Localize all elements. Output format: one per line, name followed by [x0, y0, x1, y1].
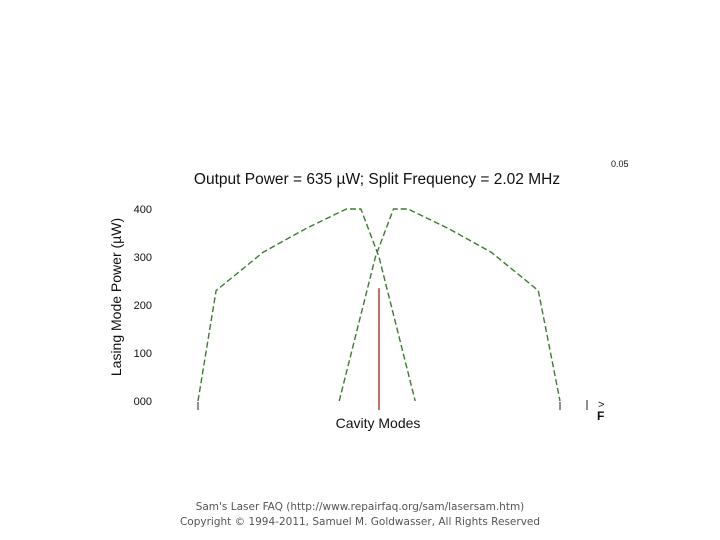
y-tick-label: 300: [134, 252, 152, 264]
y-tick-label: 100: [134, 348, 152, 360]
y-tick-label: 000: [134, 396, 152, 408]
series-line-1: [197, 208, 416, 402]
footer-copyright: Copyright © 1994-2011, Samuel M. Goldwas…: [179, 516, 541, 528]
corner-label: 0.05: [611, 159, 629, 169]
y-axis-label: Lasing Mode Power (µW): [108, 218, 124, 376]
y-tick-labels: 000 100 200 300 400: [134, 204, 152, 408]
right-indicator-arrow: >: [598, 399, 604, 411]
series-layer: [197, 208, 561, 402]
x-axis-label: Cavity Modes: [336, 415, 421, 431]
y-tick-label: 400: [134, 204, 152, 216]
y-tick-label: 200: [134, 300, 152, 312]
right-indicator-label: F: [597, 409, 604, 423]
footer-source: Sam's Laser FAQ (http://www.repairfaq.or…: [195, 501, 525, 513]
chart-title: Output Power = 635 µW; Split Frequency =…: [194, 171, 560, 188]
